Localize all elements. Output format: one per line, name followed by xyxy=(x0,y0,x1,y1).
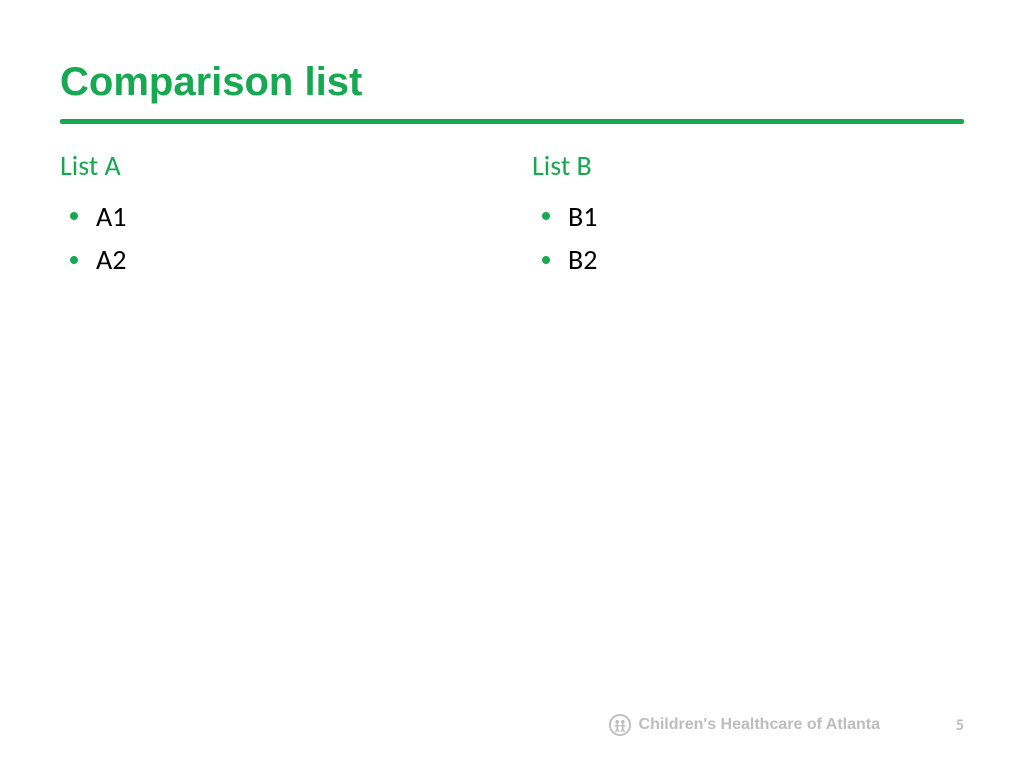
comparison-columns: List A A1 A2 List B B1 B2 xyxy=(60,148,964,282)
list-item: B1 xyxy=(532,195,964,238)
column-a-heading: List A xyxy=(60,148,492,183)
column-b: List B B1 B2 xyxy=(532,148,964,282)
page-number: 5 xyxy=(950,716,964,735)
list-item: A1 xyxy=(60,195,492,238)
footer-brand: Children's Healthcare of Atlanta xyxy=(609,714,880,736)
slide-title: Comparison list xyxy=(60,60,964,105)
footer-brand-text: Children's Healthcare of Atlanta xyxy=(639,716,880,734)
column-a: List A A1 A2 xyxy=(60,148,492,282)
column-a-list: A1 A2 xyxy=(60,195,492,282)
list-item: A2 xyxy=(60,238,492,281)
brand-logo-icon xyxy=(609,714,631,736)
slide: Comparison list List A A1 A2 List B B1 B… xyxy=(0,0,1024,768)
column-b-heading: List B xyxy=(532,148,964,183)
column-b-list: B1 B2 xyxy=(532,195,964,282)
list-item: B2 xyxy=(532,238,964,281)
slide-footer: Children's Healthcare of Atlanta 5 xyxy=(0,710,1024,740)
title-underline xyxy=(60,119,964,124)
